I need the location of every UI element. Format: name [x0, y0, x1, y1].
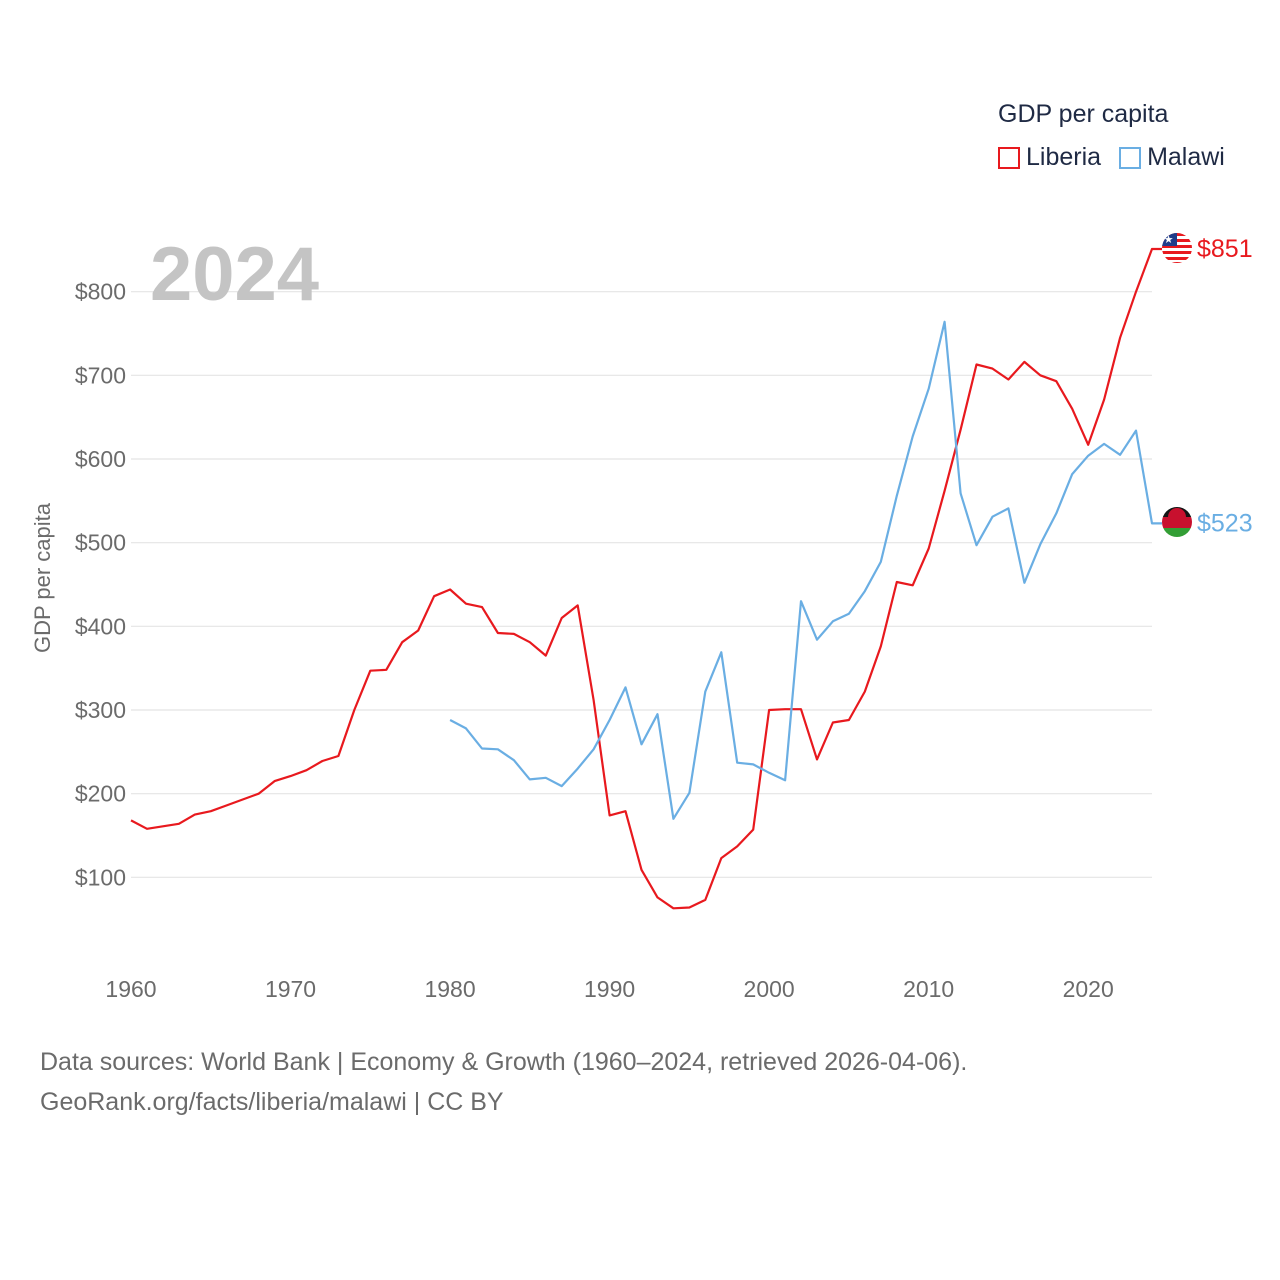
- end-labels: $851 $523: [1197, 235, 1253, 537]
- svg-text:★: ★: [1164, 233, 1174, 246]
- x-tick-label: 1960: [105, 976, 156, 1002]
- legend-title: GDP per capita: [998, 100, 1169, 128]
- gdp-line-chart: $100 $200 $300 $400 $500 $600 $700 $800 1960 197…: [30, 232, 1253, 1002]
- source-note: Data sources: World Bank | Economy & Gro…: [40, 1042, 967, 1122]
- y-tick-label: $600: [75, 446, 126, 472]
- series-lines: [130, 247, 1162, 910]
- series-line-liberia[interactable]: [130, 247, 1162, 910]
- x-tick-label: 2000: [744, 976, 795, 1002]
- y-tick-label: $500: [75, 530, 126, 556]
- y-tick-label: $200: [75, 781, 126, 807]
- legend-item-liberia[interactable]: Liberia: [998, 143, 1101, 172]
- y-tick-label: $300: [75, 697, 126, 723]
- y-axis-ticks: $100 $200 $300 $400 $500 $600 $700 $800: [75, 279, 126, 891]
- source-line-2[interactable]: GeoRank.org/facts/liberia/malawi | CC BY: [40, 1088, 504, 1116]
- legend-swatch-malawi: [1119, 146, 1142, 169]
- x-tick-label: 1990: [584, 976, 635, 1002]
- legend-item-malawi[interactable]: Malawi: [1119, 143, 1225, 172]
- x-tick-label: 1970: [265, 976, 316, 1002]
- gridlines: [131, 291, 1152, 878]
- y-tick-label: $800: [75, 279, 126, 305]
- series-line-malawi[interactable]: [449, 320, 1162, 820]
- legend-label-malawi: Malawi: [1147, 143, 1225, 171]
- end-label-malawi: $523: [1197, 509, 1253, 537]
- legend: GDP per capita Liberia Malawi: [998, 100, 1225, 172]
- legend-label-liberia: Liberia: [1026, 143, 1102, 171]
- y-tick-label: $100: [75, 864, 126, 890]
- source-line-1: Data sources: World Bank | Economy & Gro…: [40, 1048, 968, 1076]
- liberia-flag-icon: ★: [1162, 233, 1192, 263]
- x-tick-label: 2020: [1063, 976, 1114, 1002]
- y-axis-title: GDP per capita: [30, 502, 55, 653]
- x-axis-ticks: 1960 1970 1980 1990 2000 2010 2020: [105, 976, 1113, 1002]
- x-tick-label: 1980: [424, 976, 475, 1002]
- legend-swatch-liberia: [998, 146, 1020, 169]
- y-tick-label: $700: [75, 362, 126, 388]
- end-label-liberia: $851: [1197, 235, 1253, 263]
- y-tick-label: $400: [75, 613, 126, 639]
- x-tick-label: 2010: [903, 976, 954, 1002]
- malawi-flag-icon: [1162, 507, 1192, 537]
- year-label: 2024: [150, 232, 319, 317]
